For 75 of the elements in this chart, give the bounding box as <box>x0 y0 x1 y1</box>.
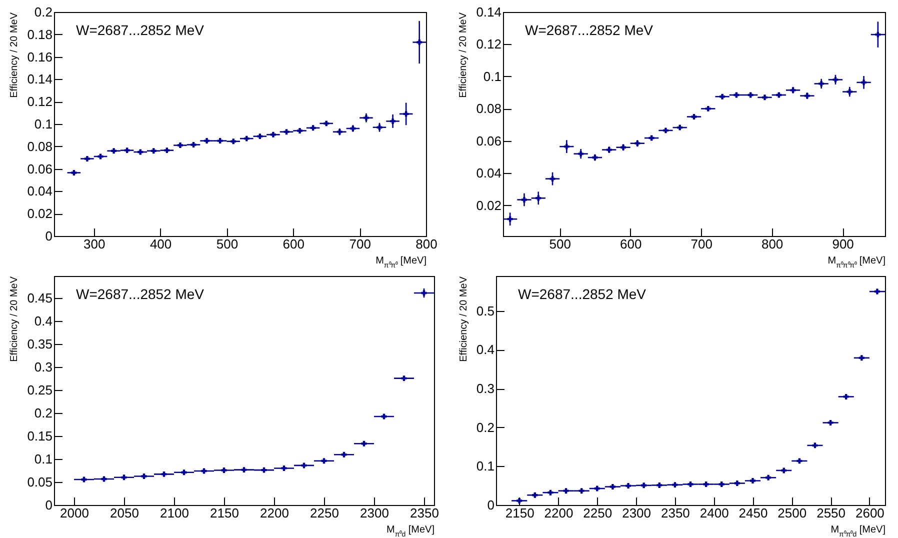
y-tick-label: 0.45 <box>27 290 52 306</box>
y-tick-label: 0.08 <box>27 138 52 154</box>
y-tick-label: 0.06 <box>27 161 52 176</box>
y-tick-label: 0.4 <box>34 314 52 329</box>
y-tick-label: 0.16 <box>27 49 52 64</box>
x-tick-label: 500 <box>216 236 238 252</box>
x-tick-label: 600 <box>620 236 642 252</box>
y-tick-label: 0.35 <box>27 336 52 352</box>
x-tick-label: 2150 <box>210 506 239 520</box>
x-tick-label: 500 <box>549 236 571 252</box>
y-tick-label: 0.3 <box>34 360 52 375</box>
y-axis-title: Efficiency / 20 MeV <box>458 276 470 362</box>
x-tick-label: 2350 <box>660 506 690 520</box>
x-tick-label: 2300 <box>622 506 651 520</box>
y-tick-label: 0.04 <box>476 166 502 181</box>
x-tick-label: 300 <box>84 236 106 252</box>
y-tick-label: 0.2 <box>476 420 494 435</box>
y-tick-label: 0.02 <box>27 206 52 222</box>
y-tick-label: 0.02 <box>476 198 502 213</box>
y-tick-label: 0.12 <box>27 94 52 110</box>
y-axis-title: Efficiency / 20 MeV <box>9 276 20 362</box>
y-tick-label: 0.14 <box>27 72 52 87</box>
y-tick-label: 0.08 <box>476 101 502 116</box>
annotation: W=2687...2852 MeV <box>76 22 205 38</box>
annotation: W=2687...2852 MeV <box>518 286 647 302</box>
x-tick-label: 2200 <box>544 506 574 520</box>
x-tick-label: 2450 <box>738 506 768 520</box>
y-tick-label: 0.05 <box>27 474 52 490</box>
x-tick-label: 600 <box>282 236 304 252</box>
y-axis-title: Efficiency / 20 MeV <box>458 12 470 98</box>
x-tick-label: 2250 <box>310 506 339 520</box>
y-tick-label: 0.4 <box>476 342 494 358</box>
x-axis-title: M$_{π⁰π⁰d}$ [MeV] <box>830 524 886 538</box>
annotation: W=2687...2852 MeV <box>525 22 654 38</box>
y-tick-label: 0.14 <box>476 4 502 20</box>
y-tick-label: 0.15 <box>27 428 52 444</box>
y-tick-label: 0.06 <box>476 133 502 148</box>
y-tick-label: 0.25 <box>27 382 52 398</box>
x-tick-label: 700 <box>349 236 371 252</box>
y-tick-label: 0.2 <box>34 4 52 20</box>
x-tick-label: 800 <box>761 236 784 252</box>
x-tick-label: 2100 <box>160 506 189 520</box>
x-tick-label: 2250 <box>583 506 612 520</box>
x-tick-label: 400 <box>150 236 172 252</box>
y-tick-label: 0 <box>45 498 52 512</box>
x-tick-label: 2350 <box>410 506 439 520</box>
x-tick-label: 2300 <box>360 506 389 520</box>
y-tick-label: 0.1 <box>476 458 494 474</box>
x-axis-title: M$_{π⁰d}$ [MeV] <box>386 524 435 538</box>
x-tick-label: 800 <box>416 236 438 252</box>
x-tick-label: 2200 <box>260 506 289 520</box>
x-tick-label: 2000 <box>60 506 89 520</box>
y-tick-label: 0.5 <box>476 303 494 318</box>
y-tick-label: 0.3 <box>476 381 494 396</box>
x-tick-label: 2150 <box>505 506 534 520</box>
annotation: W=2687...2852 MeV <box>76 286 205 302</box>
y-tick-label: 0.1 <box>34 452 52 467</box>
x-tick-label: 2400 <box>700 506 729 520</box>
y-tick-label: 0.1 <box>34 116 52 132</box>
y-tick-label: 0.04 <box>27 184 52 199</box>
y-tick-label: 0.2 <box>34 406 52 421</box>
y-axis-title: Efficiency / 20 MeV <box>9 12 20 98</box>
x-tick-label: 2600 <box>855 506 884 520</box>
y-tick-label: 0 <box>487 498 494 512</box>
x-tick-label: 900 <box>832 236 854 252</box>
x-tick-label: 700 <box>690 236 712 252</box>
y-tick-label: 0.12 <box>476 36 502 52</box>
x-tick-label: 2500 <box>778 506 807 520</box>
y-tick-label: 0.1 <box>483 68 502 84</box>
x-tick-label: 2050 <box>110 506 139 520</box>
y-tick-label: 0 <box>45 228 52 244</box>
y-tick-label: 0.18 <box>27 26 52 42</box>
x-axis-title: M$_{π⁰π⁰π⁰}$ [MeV] <box>828 256 886 269</box>
x-tick-label: 2550 <box>816 506 846 520</box>
x-axis-title: M$_{π⁰π⁰}$ [MeV] <box>376 256 427 269</box>
